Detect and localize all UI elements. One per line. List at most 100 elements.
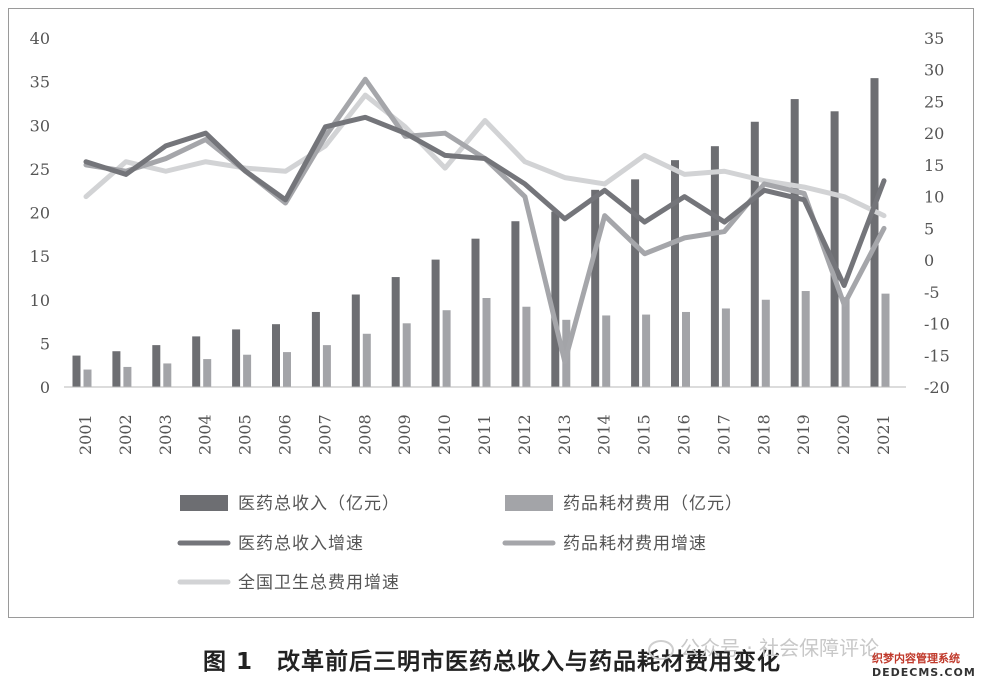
right-tick-5: 5 [924,219,934,238]
bar-series2-2015 [642,314,651,387]
right-axis-ticks: -20 -15 -10 -5 0 5 10 15 20 25 30 35 [924,29,950,397]
watermark: 公众号 · 社会保障评论 [648,632,879,661]
left-axis-ticks: 0 5 10 15 20 25 30 35 40 [30,29,50,397]
bar-series2-2019 [801,291,810,387]
bar-series1-2018 [750,121,759,387]
right-tick-0: 0 [924,251,934,270]
bar-series1-2009 [391,277,400,387]
left-tick-10: 10 [30,291,50,310]
right-tick-10: 10 [924,188,944,207]
x-tick-2015: 2015 [635,414,654,455]
bars-layer [72,78,890,387]
x-tick-2021: 2021 [874,414,893,455]
bar-series2-2008 [362,333,371,387]
x-tick-2010: 2010 [435,414,454,455]
x-tick-2012: 2012 [515,414,534,455]
legend-label-4: 药品耗材费用增速 [563,534,707,554]
left-tick-15: 15 [30,247,50,266]
lines-layer [83,76,887,365]
bar-series2-2011 [482,298,491,387]
bar-series2-2012 [522,306,531,387]
bar-series1-2004 [192,336,201,387]
x-tick-2011: 2011 [475,414,494,455]
x-tick-2009: 2009 [395,414,414,455]
figure-caption: 图 1 改革前后三明市医药总收入与药品耗材费用变化 [202,649,781,675]
legend-label-3: 医药总收入增速 [238,534,364,554]
bar-series2-2018 [761,299,770,387]
legend-swatch-1 [180,495,228,511]
bar-series1-2020 [830,111,839,387]
legend-label-1: 医药总收入（亿元） [238,494,400,514]
x-tick-2018: 2018 [754,414,773,455]
bar-series1-2017 [710,146,719,387]
bar-series2-2010 [442,310,451,387]
site-badge-line2: DEDECMS.COM [872,666,976,679]
left-tick-35: 35 [30,73,50,92]
line-series-1 [83,114,887,288]
x-tick-2005: 2005 [236,414,255,455]
x-tick-2007: 2007 [315,414,334,455]
x-tick-2013: 2013 [555,414,574,455]
x-tick-2008: 2008 [355,414,374,455]
bar-series2-2009 [402,323,411,387]
bar-series1-2021 [870,78,879,387]
legend: 医药总收入（亿元） 药品耗材费用（亿元） 医药总收入增速 药品耗材费用增速全国卫生总费… [177,494,743,593]
x-tick-2020: 2020 [834,414,853,455]
x-axis-ticks: 2001 2002 2003 2004 2005 2006 2007 2008 2009 2010… [76,414,893,455]
x-tick-2002: 2002 [116,414,135,455]
right-tick-35: 35 [924,29,944,48]
bar-series1-2008 [351,294,360,387]
x-tick-2014: 2014 [595,414,614,455]
bar-series1-2001 [72,355,81,387]
wechat-icon [648,639,674,660]
bar-series1-2010 [431,259,440,387]
bar-series1-2013 [551,211,560,387]
legend-label-2: 药品耗材费用（亿元） [563,494,743,514]
bar-series1-2006 [272,324,280,387]
legend-label-5: 全国卫生总费用增速 [238,573,400,593]
bar-series2-2014 [602,315,611,387]
bar-series1-2019 [790,99,799,387]
bar-series1-2015 [631,179,640,387]
bar-series1-2011 [471,238,480,387]
bar-series1-2012 [511,221,520,387]
bar-series2-2002 [123,366,132,387]
x-tick-2003: 2003 [156,414,175,455]
line-series-3 [83,92,887,219]
bar-series1-2002 [112,351,121,387]
left-tick-40: 40 [30,29,50,48]
right-tick--20: -20 [924,378,950,397]
bar-series2-2007 [322,345,331,387]
bar-series1-2007 [311,311,320,387]
x-tick-2004: 2004 [196,414,215,455]
bar-series2-2005 [243,354,252,387]
x-tick-2006: 2006 [276,414,295,455]
bar-series2-2020 [841,297,850,387]
left-tick-25: 25 [30,160,50,179]
bar-series2-2006 [283,352,291,387]
left-tick-5: 5 [40,334,50,353]
right-tick--15: -15 [924,346,950,365]
bar-series2-2021 [881,293,890,387]
legend-swatch-2 [505,495,553,511]
bar-series2-2003 [163,363,172,387]
bar-series1-2014 [591,189,600,387]
x-tick-2017: 2017 [714,414,733,455]
right-tick--10: -10 [924,315,950,334]
site-badge-line1: 织梦内容管理系统 [872,652,960,665]
watermark-text: 公众号 · 社会保障评论 [680,636,880,660]
bar-series1-2005 [232,329,241,387]
right-tick--5: -5 [924,283,940,302]
chart-frame [8,8,974,618]
left-tick-30: 30 [30,116,50,135]
x-tick-2001: 2001 [76,414,95,455]
right-tick-15: 15 [924,156,944,175]
x-tick-2019: 2019 [794,414,813,455]
left-tick-20: 20 [30,204,50,223]
right-tick-30: 30 [924,61,944,80]
x-tick-2016: 2016 [675,414,694,455]
bar-series1-2016 [671,160,679,387]
bar-series2-2017 [721,308,730,387]
left-tick-0: 0 [40,378,50,397]
